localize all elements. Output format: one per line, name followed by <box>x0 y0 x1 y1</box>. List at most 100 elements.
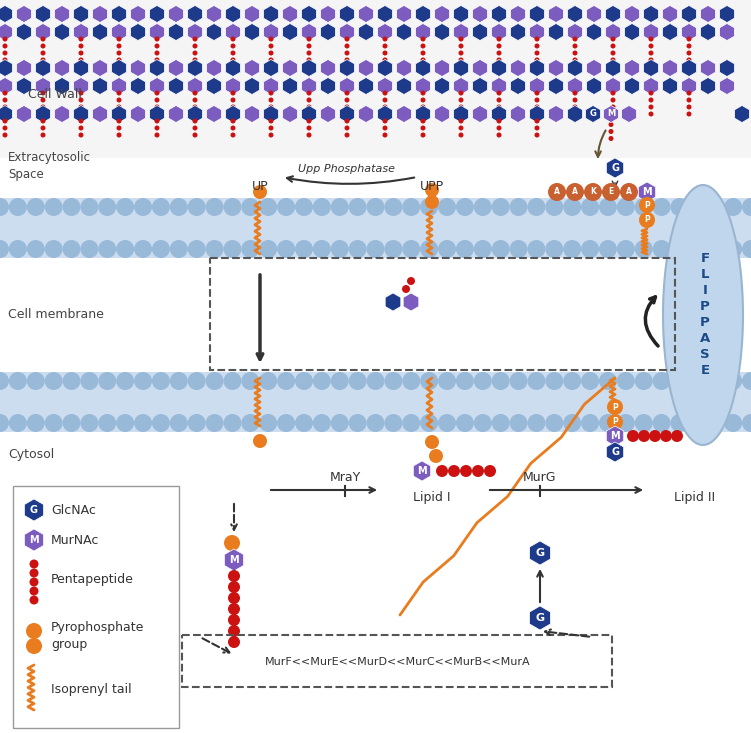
Circle shape <box>572 43 578 48</box>
Circle shape <box>420 240 438 258</box>
Polygon shape <box>55 106 69 122</box>
Polygon shape <box>302 78 316 95</box>
Circle shape <box>80 240 98 258</box>
Circle shape <box>459 57 463 62</box>
Polygon shape <box>604 106 618 122</box>
Circle shape <box>155 43 159 48</box>
Circle shape <box>581 372 599 390</box>
Circle shape <box>155 119 159 123</box>
Circle shape <box>649 97 653 103</box>
Circle shape <box>116 198 134 216</box>
Polygon shape <box>55 6 69 23</box>
Polygon shape <box>397 78 412 95</box>
Circle shape <box>98 198 116 216</box>
Circle shape <box>9 414 27 432</box>
Text: G: G <box>30 505 38 515</box>
Text: Isoprenyl tail: Isoprenyl tail <box>51 683 131 696</box>
Polygon shape <box>605 59 620 76</box>
Circle shape <box>277 198 295 216</box>
Circle shape <box>170 198 188 216</box>
Polygon shape <box>413 461 430 481</box>
Circle shape <box>206 240 224 258</box>
Circle shape <box>421 119 426 123</box>
Circle shape <box>599 198 617 216</box>
Circle shape <box>572 37 578 42</box>
Polygon shape <box>264 6 279 23</box>
Circle shape <box>224 535 240 551</box>
Circle shape <box>706 372 724 390</box>
Circle shape <box>259 240 277 258</box>
Circle shape <box>29 569 38 578</box>
Polygon shape <box>17 6 32 23</box>
Circle shape <box>366 198 385 216</box>
Polygon shape <box>549 78 563 95</box>
Circle shape <box>653 240 671 258</box>
Circle shape <box>192 133 198 138</box>
Circle shape <box>155 125 159 130</box>
Polygon shape <box>245 6 259 23</box>
Polygon shape <box>415 23 430 40</box>
Circle shape <box>382 125 388 130</box>
Circle shape <box>29 559 38 569</box>
Polygon shape <box>17 78 32 95</box>
Polygon shape <box>529 78 544 95</box>
Polygon shape <box>359 23 373 40</box>
Circle shape <box>671 414 689 432</box>
Circle shape <box>382 43 388 48</box>
Circle shape <box>116 240 134 258</box>
Polygon shape <box>511 6 526 23</box>
Polygon shape <box>454 6 469 23</box>
Circle shape <box>611 97 616 103</box>
Polygon shape <box>472 78 487 95</box>
Circle shape <box>345 105 349 109</box>
Circle shape <box>548 183 566 201</box>
Circle shape <box>79 37 83 42</box>
Polygon shape <box>529 59 544 76</box>
Polygon shape <box>662 6 677 23</box>
Circle shape <box>581 198 599 216</box>
Circle shape <box>403 198 421 216</box>
Circle shape <box>382 133 388 138</box>
Polygon shape <box>644 59 659 76</box>
Circle shape <box>192 97 198 103</box>
Circle shape <box>306 37 312 42</box>
Circle shape <box>572 90 578 95</box>
Circle shape <box>306 97 312 103</box>
Text: G: G <box>590 109 596 119</box>
Circle shape <box>345 119 349 123</box>
Polygon shape <box>0 23 12 40</box>
Polygon shape <box>131 6 146 23</box>
Circle shape <box>382 97 388 103</box>
Text: Cell membrane: Cell membrane <box>8 309 104 322</box>
Circle shape <box>269 97 273 103</box>
Text: MraY: MraY <box>330 471 360 484</box>
Polygon shape <box>472 106 487 122</box>
Polygon shape <box>25 499 44 521</box>
Text: GlcNAc: GlcNAc <box>51 504 96 517</box>
Circle shape <box>44 372 62 390</box>
Circle shape <box>231 43 236 48</box>
Circle shape <box>188 372 206 390</box>
Circle shape <box>382 57 388 62</box>
Polygon shape <box>0 6 12 23</box>
Text: Lipid II: Lipid II <box>674 491 716 504</box>
Circle shape <box>2 97 8 103</box>
Polygon shape <box>169 78 183 95</box>
Polygon shape <box>149 23 164 40</box>
Circle shape <box>62 240 80 258</box>
Polygon shape <box>415 59 430 76</box>
Circle shape <box>241 372 259 390</box>
Circle shape <box>306 111 312 117</box>
Circle shape <box>459 97 463 103</box>
Text: Upp Phosphatase: Upp Phosphatase <box>297 164 394 174</box>
Polygon shape <box>92 78 107 95</box>
Polygon shape <box>264 23 279 40</box>
Circle shape <box>496 90 502 95</box>
Circle shape <box>425 195 439 209</box>
Circle shape <box>269 133 273 138</box>
Circle shape <box>313 372 331 390</box>
Polygon shape <box>35 6 50 23</box>
Polygon shape <box>587 59 602 76</box>
Circle shape <box>231 125 236 130</box>
Circle shape <box>277 414 295 432</box>
